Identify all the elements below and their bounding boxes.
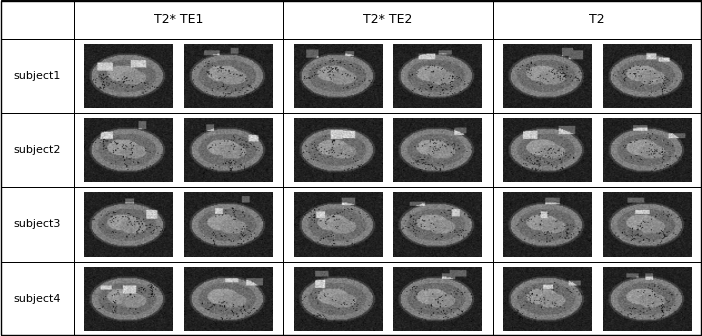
Text: subject3: subject3 bbox=[13, 219, 60, 229]
Text: T2: T2 bbox=[590, 13, 605, 26]
Text: subject4: subject4 bbox=[13, 294, 60, 304]
Text: T2* TE1: T2* TE1 bbox=[154, 13, 203, 26]
Text: subject1: subject1 bbox=[13, 71, 60, 81]
Text: subject2: subject2 bbox=[13, 145, 60, 155]
Text: T2* TE2: T2* TE2 bbox=[363, 13, 413, 26]
